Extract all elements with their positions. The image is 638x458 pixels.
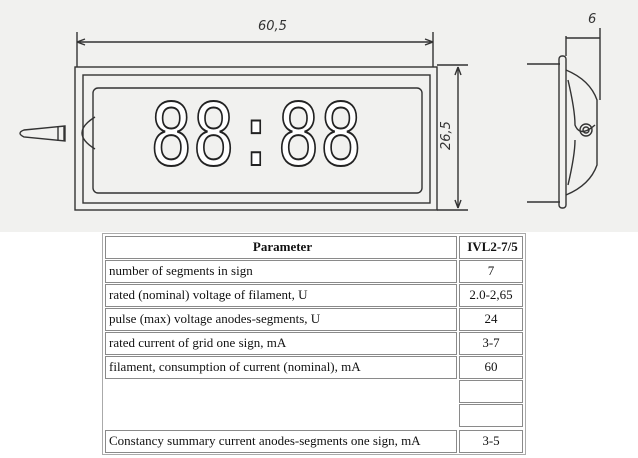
connector-clip (81, 116, 96, 150)
display-digits: 88:88 (150, 86, 362, 186)
header-parameter: Parameter (105, 236, 457, 259)
header-model: IVL2-7/5 (459, 236, 523, 259)
parameter-name: Constancy summary current anodes-segment… (105, 430, 457, 453)
width-dimension-label: 60,5 (258, 19, 287, 34)
parameter-name: filament, consumption of current (nomina… (105, 356, 457, 379)
parameter-value: 60 (459, 356, 523, 379)
parameter-value: 7 (459, 260, 523, 283)
parameter-name: rated (nominal) voltage of filament, U (105, 284, 457, 307)
height-dimension-label: 26,5 (439, 121, 454, 150)
parameter-value (459, 404, 523, 427)
display-window (92, 87, 423, 194)
parameter-value (459, 380, 523, 403)
outer-frame (74, 66, 438, 211)
parameter-name: number of segments in sign (105, 260, 457, 283)
parameter-table: Parameter IVL2-7/5 number of segments in s… (102, 233, 526, 455)
vfd-display-drawing: 88:88 60,5 26,5 6 (19, 12, 601, 211)
parameter-value: 3-5 (459, 430, 523, 453)
parameter-value: 3-7 (459, 332, 523, 355)
inner-frame (82, 74, 431, 204)
parameter-value: 24 (459, 308, 523, 331)
parameter-name: rated current of grid one sign, mA (105, 332, 457, 355)
technical-drawing: 88:88 60,5 26,5 6 (0, 0, 638, 232)
parameter-value: 2.0-2,65 (459, 284, 523, 307)
connector-pin (19, 125, 66, 142)
depth-dimension-label: 6 (588, 12, 596, 27)
parameter-name: pulse (max) voltage anodes-segments, U (105, 308, 457, 331)
